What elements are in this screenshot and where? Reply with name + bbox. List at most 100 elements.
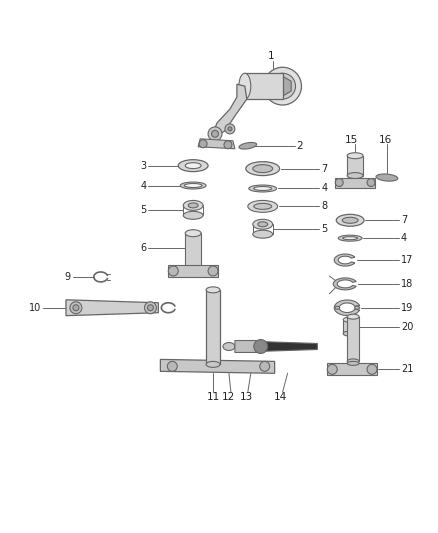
Ellipse shape [342, 217, 358, 223]
Ellipse shape [343, 237, 357, 240]
Ellipse shape [206, 361, 220, 367]
Ellipse shape [188, 203, 198, 208]
Polygon shape [213, 84, 247, 136]
Circle shape [367, 179, 375, 187]
Polygon shape [160, 359, 275, 373]
Text: 21: 21 [401, 365, 413, 374]
Ellipse shape [338, 235, 362, 241]
Ellipse shape [253, 230, 273, 238]
Text: 4: 4 [401, 233, 407, 243]
Circle shape [212, 131, 219, 138]
Polygon shape [347, 156, 363, 175]
Polygon shape [66, 300, 159, 316]
Ellipse shape [343, 331, 355, 336]
Ellipse shape [347, 173, 363, 179]
Polygon shape [333, 278, 356, 290]
Ellipse shape [355, 306, 360, 309]
Text: 16: 16 [378, 135, 392, 145]
Text: 20: 20 [401, 321, 413, 332]
Circle shape [199, 140, 207, 148]
Circle shape [225, 124, 235, 134]
Circle shape [254, 340, 268, 353]
Ellipse shape [264, 67, 301, 105]
Ellipse shape [347, 361, 359, 365]
Circle shape [260, 361, 270, 372]
Ellipse shape [249, 185, 277, 192]
Ellipse shape [185, 268, 201, 274]
Ellipse shape [248, 200, 278, 212]
Text: 17: 17 [401, 255, 413, 265]
Circle shape [327, 365, 337, 374]
Text: 9: 9 [65, 272, 71, 282]
Ellipse shape [184, 183, 202, 188]
Ellipse shape [185, 230, 201, 237]
Text: 5: 5 [140, 205, 146, 215]
Text: 13: 13 [240, 392, 254, 402]
Ellipse shape [180, 182, 206, 189]
Polygon shape [335, 177, 375, 188]
Polygon shape [206, 290, 220, 365]
Text: 7: 7 [401, 215, 407, 225]
Text: 8: 8 [321, 201, 328, 212]
Text: 2: 2 [297, 141, 303, 151]
Polygon shape [334, 254, 355, 266]
Ellipse shape [185, 163, 201, 168]
Circle shape [228, 127, 232, 131]
Circle shape [367, 365, 377, 374]
Ellipse shape [183, 212, 203, 219]
Circle shape [168, 266, 178, 276]
Text: 6: 6 [140, 243, 146, 253]
Ellipse shape [246, 161, 279, 175]
Circle shape [335, 179, 343, 187]
Ellipse shape [239, 73, 251, 99]
Circle shape [70, 302, 82, 314]
Text: 5: 5 [321, 224, 328, 234]
Text: 4: 4 [140, 181, 146, 190]
Circle shape [148, 305, 153, 311]
Polygon shape [245, 73, 283, 99]
Ellipse shape [347, 314, 359, 319]
Text: 1: 1 [267, 51, 274, 61]
Ellipse shape [183, 200, 203, 211]
Polygon shape [327, 364, 377, 375]
Circle shape [73, 305, 79, 311]
Ellipse shape [347, 359, 359, 364]
Ellipse shape [258, 222, 268, 227]
Polygon shape [347, 317, 359, 361]
Text: 19: 19 [401, 303, 413, 313]
Ellipse shape [270, 73, 296, 99]
Ellipse shape [376, 174, 398, 181]
Ellipse shape [253, 219, 273, 229]
Polygon shape [343, 320, 355, 334]
Ellipse shape [347, 153, 363, 159]
Ellipse shape [223, 343, 235, 351]
Ellipse shape [253, 165, 273, 173]
Circle shape [167, 361, 177, 372]
Text: 12: 12 [223, 392, 236, 402]
Polygon shape [258, 342, 318, 351]
Text: 10: 10 [29, 303, 41, 313]
Polygon shape [274, 76, 291, 96]
Text: 7: 7 [321, 164, 328, 174]
Ellipse shape [178, 160, 208, 172]
Circle shape [224, 141, 232, 149]
Ellipse shape [206, 287, 220, 293]
Ellipse shape [254, 204, 272, 209]
Polygon shape [235, 341, 260, 352]
Text: 3: 3 [140, 160, 146, 171]
Circle shape [208, 266, 218, 276]
Circle shape [208, 127, 222, 141]
Text: 18: 18 [401, 279, 413, 289]
Ellipse shape [239, 142, 257, 149]
Circle shape [145, 302, 156, 314]
Ellipse shape [254, 187, 272, 190]
Polygon shape [334, 300, 360, 316]
Text: 14: 14 [274, 392, 287, 402]
Polygon shape [198, 139, 235, 149]
Text: 4: 4 [321, 183, 328, 193]
Ellipse shape [343, 317, 355, 322]
Polygon shape [168, 265, 218, 277]
Ellipse shape [335, 306, 340, 309]
Text: 11: 11 [206, 392, 220, 402]
Text: 15: 15 [345, 135, 358, 145]
